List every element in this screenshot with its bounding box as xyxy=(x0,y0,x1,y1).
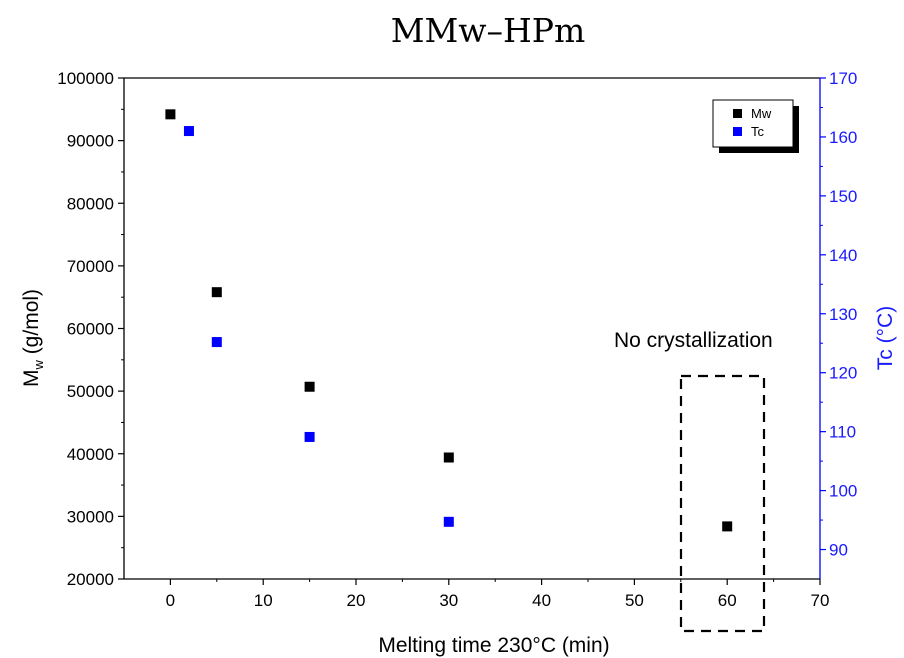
y-tick-label: 50000 xyxy=(67,382,114,401)
x-tick-label: 70 xyxy=(811,591,830,610)
x-tick-label: 30 xyxy=(439,591,458,610)
no-crystallization-box xyxy=(679,374,766,633)
point-mw xyxy=(211,287,222,298)
point-tc xyxy=(211,337,222,348)
y2-tick-label: 140 xyxy=(829,246,857,265)
y2-tick-label: 120 xyxy=(829,364,857,383)
y-tick-label: 100000 xyxy=(57,69,114,88)
y-tick-label: 60000 xyxy=(67,320,114,339)
no-crystallization-annotation: No crystallization xyxy=(614,329,773,352)
x-tick-label: 40 xyxy=(532,591,551,610)
legend-marker-mw xyxy=(733,109,742,118)
y-axis-label-rest: (g/mol) xyxy=(20,289,43,360)
y-tick-label: 80000 xyxy=(67,194,114,213)
point-tc xyxy=(304,431,315,442)
y2-tick-label: 110 xyxy=(829,423,856,442)
data-points xyxy=(165,109,733,532)
point-tc xyxy=(183,126,194,137)
legend-marker-tc xyxy=(733,127,742,136)
y-tick-label: 40000 xyxy=(67,445,114,464)
point-mw xyxy=(722,521,733,532)
point-tc xyxy=(443,516,454,527)
y-tick-label: 70000 xyxy=(67,257,114,276)
y-axis-label: Mw (g/mol) xyxy=(20,289,46,387)
point-mw xyxy=(443,452,454,463)
x-tick-label: 20 xyxy=(347,591,366,610)
y-tick-label: 90000 xyxy=(67,132,114,151)
y2-tick-label: 150 xyxy=(829,187,857,206)
legend-label-tc: Tc xyxy=(751,124,765,139)
ticks: 20000 30000 40000 50000 60000 70000 80000 90000… xyxy=(57,69,857,610)
x-tick-label: 10 xyxy=(254,591,273,610)
y2-tick-label: 100 xyxy=(829,482,857,501)
x-tick-label: 50 xyxy=(625,591,644,610)
x-axis-label: Melting time 230°C (min) xyxy=(378,634,609,657)
point-mw xyxy=(304,381,315,392)
y-axis-label-sub: w xyxy=(31,360,46,371)
y2-axis-label: Tc (°C) xyxy=(874,306,897,370)
y-tick-label: 30000 xyxy=(67,507,114,526)
legend-label-mw: Mw xyxy=(751,106,772,121)
point-mw xyxy=(165,109,176,120)
y2-tick-label: 170 xyxy=(829,69,857,88)
y-axis-label-main: M xyxy=(20,370,43,388)
legend: Mw Tc xyxy=(712,99,799,153)
chart-title: MMw–HPm xyxy=(391,11,586,50)
x-tick-label: 60 xyxy=(718,591,737,610)
x-tick-label: 0 xyxy=(166,591,175,610)
y2-tick-label: 130 xyxy=(829,305,857,324)
legend-box xyxy=(712,99,794,148)
y2-tick-label: 90 xyxy=(829,541,848,560)
y2-tick-label: 160 xyxy=(829,128,857,147)
y-tick-label: 20000 xyxy=(67,570,114,589)
